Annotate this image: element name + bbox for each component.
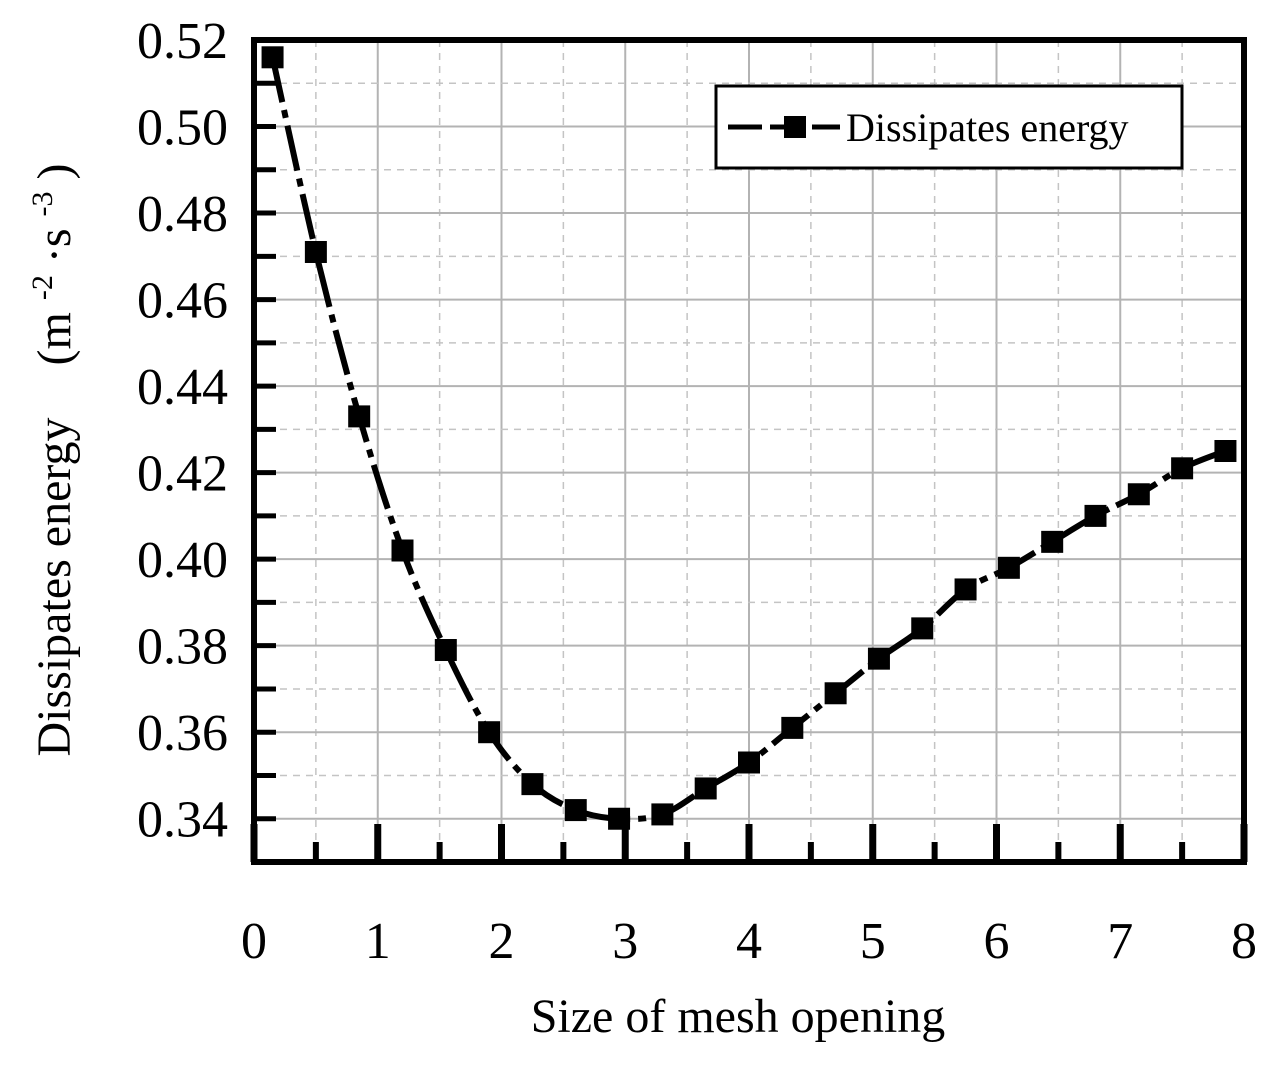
y-axis-title: Dissipates energy (m -2 ·s -3 ) bbox=[10, 163, 81, 756]
data-point-marker bbox=[521, 773, 544, 796]
data-point-marker bbox=[911, 617, 934, 640]
data-point-marker bbox=[651, 803, 674, 826]
data-point-marker bbox=[1127, 483, 1150, 506]
data-point-marker bbox=[694, 777, 717, 800]
data-point-marker bbox=[867, 647, 890, 670]
x-tick-label: 7 bbox=[1107, 913, 1133, 970]
y-tick-label: 0.34 bbox=[137, 792, 228, 849]
data-point-marker bbox=[954, 578, 977, 601]
data-point-marker bbox=[304, 240, 327, 263]
y-axis-unit-open: (m bbox=[28, 312, 81, 365]
legend-marker-sample bbox=[784, 116, 806, 138]
y-tick-label: 0.40 bbox=[137, 532, 228, 589]
x-tick-label: 4 bbox=[736, 913, 762, 970]
y-axis-unit-close: ) bbox=[28, 163, 81, 179]
legend-label: Dissipates energy bbox=[846, 105, 1129, 150]
data-point-marker bbox=[434, 639, 457, 662]
y-axis-unit-mid: ·s bbox=[28, 228, 81, 263]
y-tick-label: 0.52 bbox=[137, 13, 228, 70]
data-point-marker bbox=[478, 721, 501, 744]
data-point-marker bbox=[738, 751, 760, 774]
data-point-marker bbox=[1171, 457, 1194, 480]
legend: Dissipates energy bbox=[714, 84, 1184, 170]
tick-layer bbox=[250, 37, 1248, 862]
data-point-marker bbox=[1084, 504, 1107, 527]
y-axis-unit-sup2: -3 bbox=[26, 191, 59, 216]
data-point-marker bbox=[261, 46, 284, 69]
x-axis-title: Size of mesh opening bbox=[531, 990, 946, 1043]
data-point-marker bbox=[391, 539, 414, 562]
x-tick-label: 1 bbox=[365, 913, 391, 970]
y-tick-label: 0.38 bbox=[137, 619, 228, 676]
x-tick-label: 2 bbox=[489, 913, 515, 970]
y-tick-label: 0.44 bbox=[137, 359, 228, 416]
x-tick-label: 5 bbox=[860, 913, 886, 970]
x-tick-label: 3 bbox=[612, 913, 638, 970]
y-axis-unit-sup1: -2 bbox=[26, 275, 59, 300]
x-tick-label: 0 bbox=[241, 913, 267, 970]
y-tick-label: 0.48 bbox=[137, 186, 228, 243]
x-tick-label: 8 bbox=[1231, 913, 1257, 970]
data-point-marker bbox=[824, 682, 847, 705]
data-point-marker bbox=[997, 556, 1020, 579]
x-tick-label: 6 bbox=[984, 913, 1010, 970]
y-axis-title-group: Dissipates energy (m -2 ·s -3 ) bbox=[10, 163, 81, 756]
y-tick-label: 0.46 bbox=[137, 273, 228, 330]
data-point-marker bbox=[1041, 530, 1064, 553]
label-layer: 0 1 2 3 4 5 6 7 8 0.34 0.36 0.38 0.40 0.42 0.44 0.46 0.4… bbox=[137, 13, 1257, 970]
data-point-marker bbox=[1214, 440, 1237, 462]
data-point-marker bbox=[781, 716, 804, 739]
y-tick-label: 0.50 bbox=[137, 100, 228, 157]
series-layer bbox=[261, 46, 1237, 830]
y-tick-label: 0.42 bbox=[137, 446, 228, 503]
y-axis-title-text: Dissipates energy bbox=[28, 417, 81, 756]
y-tick-label: 0.36 bbox=[137, 705, 228, 762]
data-point-marker bbox=[564, 799, 587, 822]
data-point-marker bbox=[348, 405, 371, 428]
